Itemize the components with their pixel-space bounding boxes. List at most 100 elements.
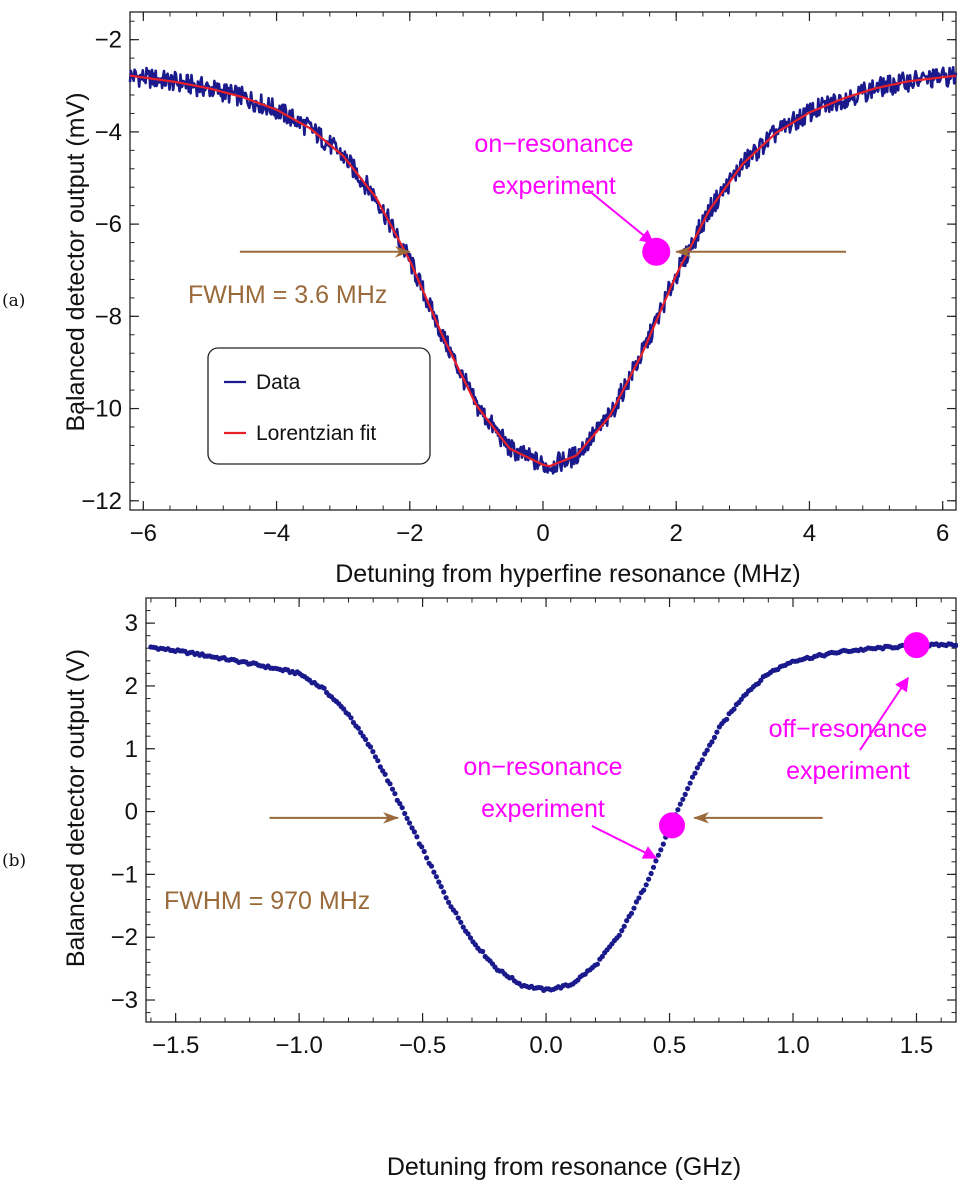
data-point xyxy=(431,869,437,875)
data-point xyxy=(414,834,420,840)
x-tick-label: −4 xyxy=(263,520,290,547)
data-point xyxy=(697,761,703,767)
panel-a-ticks xyxy=(130,12,956,510)
panel-a-on-resonance-label-2: experiment xyxy=(492,172,616,200)
data-point xyxy=(421,848,427,855)
y-tick-label: −10 xyxy=(81,396,122,423)
data-point xyxy=(704,747,710,753)
data-point xyxy=(624,918,630,924)
data-point xyxy=(370,749,376,755)
x-tick-label: 0 xyxy=(536,520,549,547)
x-tick-label: 2 xyxy=(670,520,683,547)
data-point xyxy=(399,805,405,811)
data-point xyxy=(711,734,718,741)
data-point xyxy=(406,820,413,826)
y-tick-label: 2 xyxy=(125,673,138,700)
panel-b-on-resonance-label-1: on−resonance xyxy=(463,753,622,781)
data-point xyxy=(460,924,466,930)
panel-b-off-resonance-label-2: experiment xyxy=(786,757,910,785)
y-tick-label: 0 xyxy=(125,799,138,826)
data-point xyxy=(619,928,625,934)
data-point xyxy=(758,677,764,684)
data-point xyxy=(643,882,649,888)
panel-a-legend-box xyxy=(207,347,431,465)
panel-a-on-resonance-marker xyxy=(642,237,671,266)
data-point xyxy=(363,736,369,743)
data-point xyxy=(372,754,378,760)
data-point xyxy=(446,899,452,906)
data-point xyxy=(699,757,705,763)
data-point xyxy=(367,744,374,750)
data-point xyxy=(433,874,439,880)
data-point xyxy=(692,770,698,776)
data-point xyxy=(467,935,474,941)
panel-b-on-resonance-arrow xyxy=(591,825,658,859)
data-point xyxy=(424,855,430,861)
panel-a-legend: Data Lorentzian fit xyxy=(207,347,431,465)
data-point xyxy=(453,910,459,916)
data-point xyxy=(680,796,686,802)
data-point xyxy=(397,801,403,807)
x-tick-label: 0.0 xyxy=(529,1032,562,1059)
panel-a-on-resonance-label-1: on−resonance xyxy=(474,130,633,158)
data-point xyxy=(348,715,354,721)
data-point xyxy=(714,729,720,735)
y-tick-label: −4 xyxy=(95,119,122,146)
x-tick-label: −6 xyxy=(130,520,157,547)
data-point xyxy=(682,791,688,798)
panel-a-on-resonance-arrow xyxy=(587,189,655,244)
y-tick-label: −6 xyxy=(95,211,122,238)
panel-a-y-axis-title: Balanced detector output (mV) xyxy=(62,92,90,431)
data-point xyxy=(375,758,381,764)
panel-a-chart: (a) −6 −4 −2 0 2 4 6 −12 −10 −8 −6 −4 −2 on−resonanc… xyxy=(2,11,958,588)
panel-b-ticks xyxy=(146,597,956,1022)
data-point xyxy=(731,706,737,712)
data-point xyxy=(392,791,398,797)
panel-b-chart: (b) −1.5 −1.0 −0.5 0.0 0.5 1.0 1.5 −3 −2 −1 0 1 2 3 o… xyxy=(2,597,958,1181)
x-tick-label: −1.5 xyxy=(152,1032,199,1059)
panel-b-x-axis-title: Detuning from resonance (GHz) xyxy=(387,1153,741,1181)
data-point xyxy=(648,870,654,877)
data-point xyxy=(409,825,415,831)
data-point xyxy=(709,739,715,745)
data-point xyxy=(321,685,327,691)
data-point xyxy=(953,642,958,648)
data-point xyxy=(660,841,666,847)
data-trace xyxy=(128,66,958,475)
data-point xyxy=(702,751,708,757)
panel-a-label: (a) xyxy=(2,291,25,311)
data-point xyxy=(653,858,659,864)
panel-a-x-axis-title: Detuning from hyperfine resonance (MHz) xyxy=(335,560,800,588)
data-point xyxy=(465,931,471,937)
panel-b-label: (b) xyxy=(2,851,26,871)
data-point xyxy=(594,961,601,967)
panel-b-tick-labels: −1.5 −1.0 −0.5 0.0 0.5 1.0 1.5 −3 −2 −1 0 1 2 3 xyxy=(111,610,934,1059)
panel-b-off-resonance-arrow xyxy=(859,676,909,751)
data-point xyxy=(411,829,417,835)
data-point xyxy=(419,844,425,850)
x-tick-label: 1.0 xyxy=(776,1032,809,1059)
data-point xyxy=(355,725,361,731)
y-tick-label: −8 xyxy=(95,303,122,330)
panel-b-markers xyxy=(659,632,930,839)
panel-a-fwhm-label: FWHM = 3.6 MHz xyxy=(188,281,387,309)
y-tick-label: −12 xyxy=(81,488,122,515)
panel-a-data-series xyxy=(128,66,958,475)
panel-a-fit-line xyxy=(129,74,957,468)
data-point xyxy=(341,706,347,712)
data-point xyxy=(428,863,435,869)
data-point xyxy=(402,810,408,817)
panel-b-y-axis-title: Balanced detector output (V) xyxy=(62,649,90,967)
data-point xyxy=(616,932,622,938)
y-tick-label: −2 xyxy=(111,924,138,951)
y-tick-label: −1 xyxy=(111,861,138,888)
legend-fit-label: Lorentzian fit xyxy=(256,422,376,445)
panel-b-frame xyxy=(145,597,957,1023)
data-point xyxy=(646,876,652,882)
data-point xyxy=(599,953,605,960)
data-point xyxy=(480,948,486,955)
data-point xyxy=(389,786,396,792)
data-point xyxy=(677,801,683,807)
data-point xyxy=(724,716,730,722)
y-tick-label: 3 xyxy=(125,610,138,637)
